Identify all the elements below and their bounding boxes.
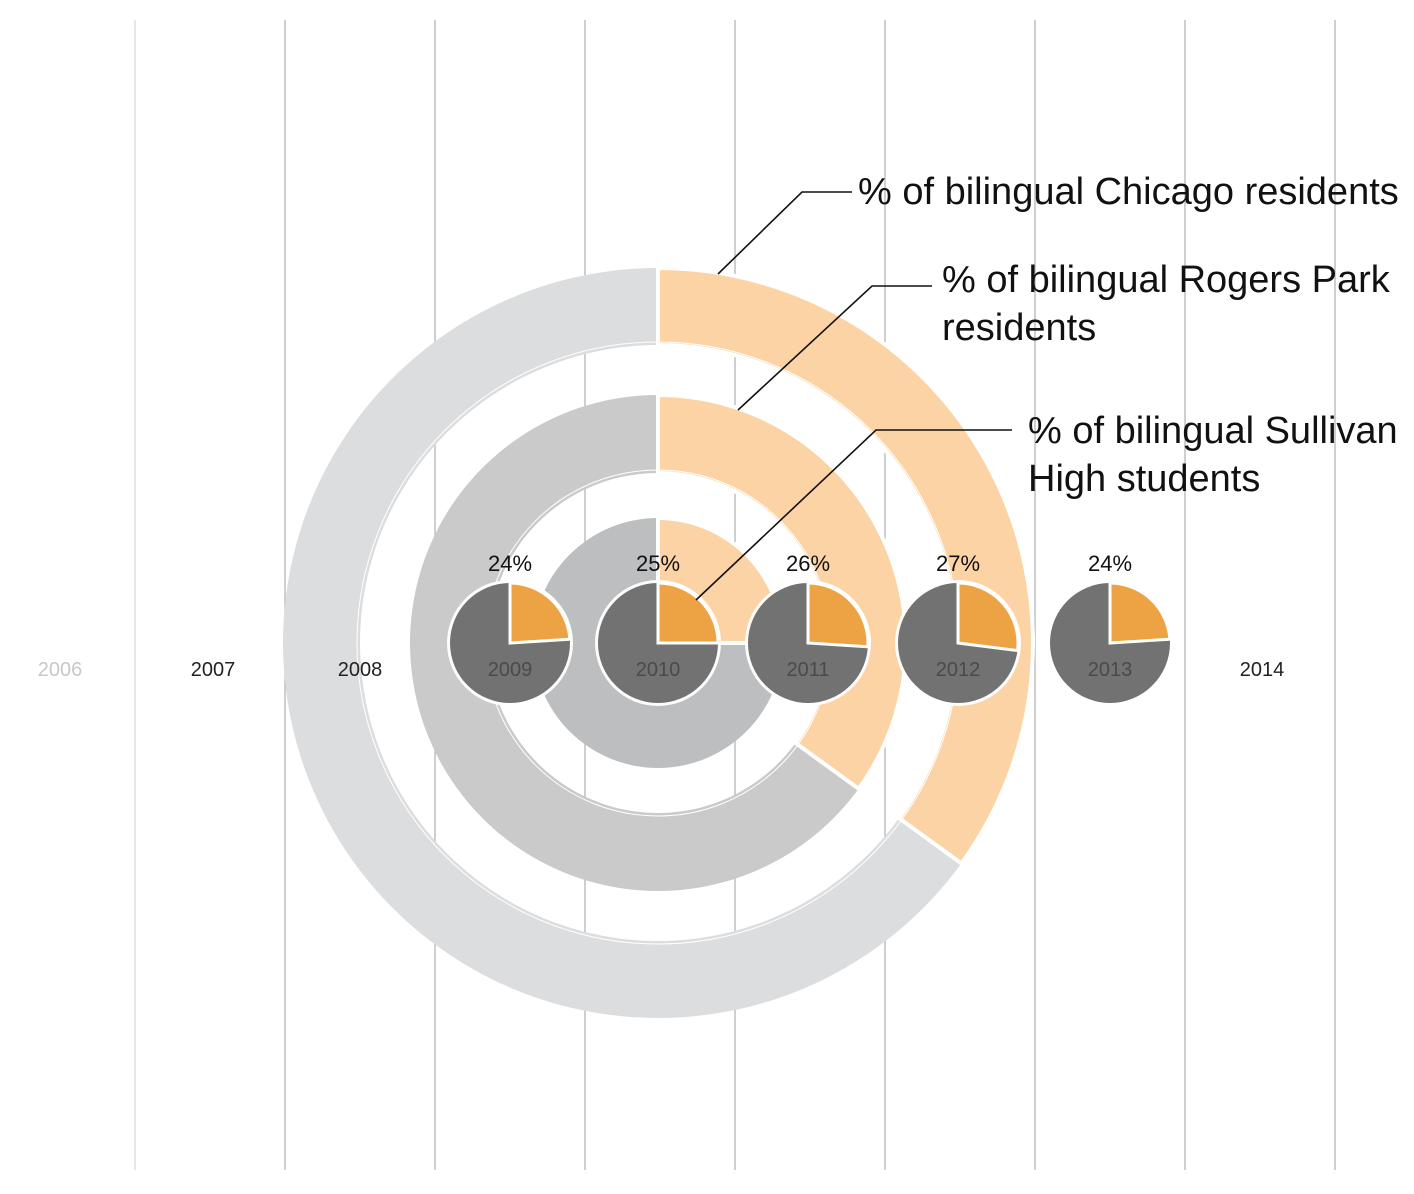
legend-label-line: High students [1028,458,1260,500]
pie-value-label: 24% [488,551,532,576]
legend-label-line: % of bilingual Rogers Park [942,259,1391,301]
leader-line [717,191,852,275]
year-labels: 2006 2007 2008 2009 2010 2011 2012 2013 2014 [38,659,1285,681]
legend-label-line: % of bilingual Sullivan [1028,410,1398,452]
ring-legend: % of bilingual Chicago residents % of bil… [695,171,1399,601]
pie-2012: 27% [895,551,1021,706]
year-label-2013: 2013 [1088,659,1133,681]
ring-chicago [282,265,1035,1018]
year-label-2008: 2008 [338,659,383,681]
year-label-2006: 2006 [38,659,83,681]
pie-slice-bilingual [508,581,572,645]
legend-ring-chicago: % of bilingual Chicago residents [717,171,1399,275]
year-label-2012: 2012 [936,659,981,681]
year-label-2014: 2014 [1240,659,1285,681]
year-label-2007: 2007 [191,659,236,681]
pie-2011: 26% [745,551,871,706]
legend-label-line: % of bilingual Chicago residents [858,171,1399,213]
ring-chicago-share [656,265,1035,867]
leader-line [737,285,932,411]
timeline-pies: 24% 25% 26% 27% 24% [447,551,1173,706]
pie-value-label: 26% [786,551,830,576]
legend-ring-rogers-park: % of bilingual Rogers Park residents [737,259,1391,411]
pie-value-label: 27% [936,551,980,576]
leader-line [695,429,1012,601]
year-label-2011: 2011 [786,659,829,681]
pie-2010: 25% [595,551,721,706]
pie-value-label: 25% [636,551,680,576]
legend-ring-sullivan: % of bilingual Sullivan High students [695,410,1398,601]
pie-slice-bilingual [806,581,870,649]
pie-2009: 24% [447,551,573,706]
legend-label-line: residents [942,307,1096,349]
year-label-2010: 2010 [636,659,681,681]
pie-value-label: 24% [1088,551,1132,576]
pie-slice-bilingual [956,581,1020,653]
pie-slice-bilingual [656,581,720,645]
pie-2013: 24% [1047,551,1173,706]
pie-slice-bilingual [1108,581,1172,645]
year-label-2009: 2009 [488,659,533,681]
